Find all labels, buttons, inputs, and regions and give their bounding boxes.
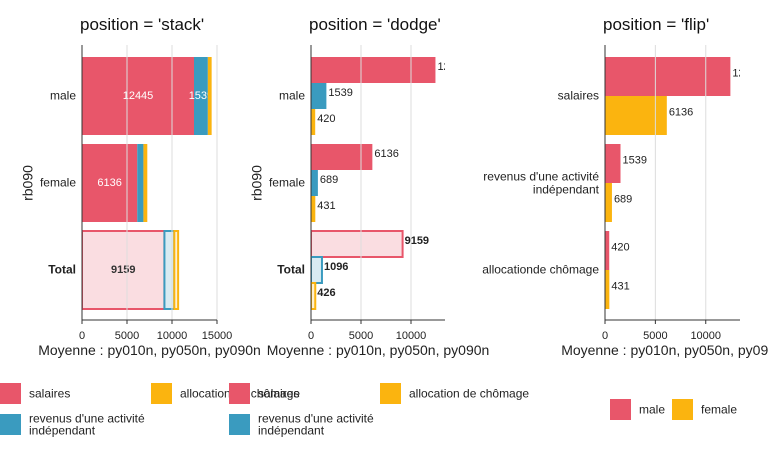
bar — [311, 256, 323, 284]
y-axis-title: rb090 — [19, 164, 36, 201]
plot-area: 12445 1539 6136 9159 — [82, 57, 213, 310]
bar — [82, 57, 195, 135]
panel-title: position = 'dodge' — [309, 15, 441, 34]
y-tick-label: revenus d'une activité indépendant — [483, 169, 599, 196]
legend-swatch — [0, 383, 21, 404]
data-label: 689 — [614, 193, 632, 205]
data-label: 6136 — [97, 177, 121, 189]
bar — [311, 57, 436, 83]
bar — [311, 144, 373, 170]
data-label: 1096 — [324, 261, 348, 273]
bar — [82, 230, 166, 310]
legend-label: salaires — [258, 386, 300, 401]
x-tick-label: 10000 — [690, 330, 721, 342]
x-tick-label: 0 — [308, 330, 314, 342]
data-label: 9159 — [111, 264, 135, 276]
y-tick-label: female — [39, 175, 76, 190]
x-tick-label: 10000 — [157, 330, 188, 342]
data-label: 9159 — [405, 235, 429, 247]
y-tick-label: salaires — [557, 88, 599, 103]
bar — [163, 230, 176, 310]
bar — [311, 109, 316, 135]
legend-swatch — [229, 414, 250, 435]
data-label: 689 — [320, 174, 338, 186]
data-label: 1539 — [328, 87, 352, 99]
data-label: 12445 — [732, 67, 763, 79]
data-label: 426 — [317, 287, 335, 299]
legend-label: allocation de chômage — [409, 386, 530, 401]
panel-title: position = 'stack' — [80, 15, 205, 34]
data-label: 1539 — [189, 90, 213, 102]
legend-label: female — [701, 402, 738, 417]
x-tick-label: 5000 — [643, 330, 667, 342]
legend-label: male — [639, 402, 666, 417]
data-label: 420 — [317, 113, 335, 125]
bar — [605, 183, 612, 222]
bar — [311, 282, 317, 310]
panel-title: position = 'flip' — [603, 15, 710, 34]
data-label: 420 — [611, 241, 629, 253]
y-tick-label: allocationde chômage — [482, 262, 599, 277]
y-tick-label: male — [49, 88, 76, 103]
data-label: 12445 — [123, 90, 154, 102]
bar — [605, 57, 731, 96]
legend-swatch — [229, 383, 250, 404]
data-label: 431 — [317, 200, 335, 212]
x-axis-title: Moyenne : py010n, py050n, py090n — [38, 342, 261, 358]
bar — [605, 231, 610, 270]
plot-area: 12445 1539 420 6136 689 431 9159 1096 426 — [311, 57, 468, 310]
x-tick-label: 0 — [602, 330, 608, 342]
data-label: 12445 — [437, 61, 468, 73]
legend-swatch — [672, 399, 693, 420]
bar — [82, 144, 138, 222]
bar — [137, 144, 144, 222]
data-label: 6136 — [374, 148, 398, 160]
bar — [605, 96, 667, 135]
data-label: 431 — [611, 280, 629, 292]
bar — [311, 196, 316, 222]
bar — [311, 170, 318, 196]
y-tick-label: female — [268, 175, 305, 190]
legend-swatch — [610, 399, 631, 420]
x-tick-label: 10000 — [396, 330, 427, 342]
bar — [194, 57, 208, 135]
y-tick-label: Total — [48, 262, 76, 277]
y-tick-label: Total — [277, 262, 305, 277]
legend-swatch — [0, 414, 21, 435]
x-tick-label: 5000 — [115, 330, 139, 342]
data-label: 6136 — [669, 106, 693, 118]
y-axis-title: rb090 — [248, 164, 265, 201]
x-tick-label: 15000 — [202, 330, 233, 342]
legend-label: salaires — [29, 386, 71, 401]
bar — [207, 57, 212, 135]
bar — [311, 83, 327, 109]
x-axis-title: Moyenne : py010n, py050n, py090n — [266, 342, 490, 358]
legend-swatch — [151, 383, 172, 404]
bar — [143, 144, 148, 222]
bar — [311, 230, 404, 258]
data-label: 1539 — [623, 154, 647, 166]
y-tick-label: male — [278, 88, 305, 103]
bar — [605, 144, 621, 183]
bar — [605, 270, 610, 309]
bar — [173, 230, 180, 310]
plot-area: 12445 6136 1539 689 420 431 — [605, 57, 763, 309]
legend-swatch — [380, 383, 401, 404]
x-tick-label: 5000 — [349, 330, 373, 342]
x-axis-title: Moyenne : py010n, py050n, py090n — [561, 342, 768, 358]
legend-label: revenus d'une activité indépendant — [29, 410, 145, 438]
legend-label: revenus d'une activité indépendant — [258, 410, 374, 438]
x-tick-label: 0 — [79, 330, 85, 342]
